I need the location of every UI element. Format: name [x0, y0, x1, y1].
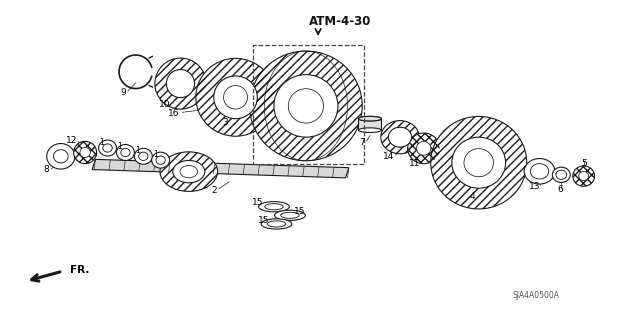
- Text: 16: 16: [168, 109, 180, 118]
- Ellipse shape: [116, 145, 134, 160]
- Ellipse shape: [80, 147, 90, 158]
- Ellipse shape: [524, 159, 555, 184]
- Ellipse shape: [160, 152, 218, 191]
- Ellipse shape: [74, 141, 97, 164]
- Ellipse shape: [275, 210, 305, 220]
- Text: 11: 11: [409, 159, 420, 168]
- Ellipse shape: [431, 116, 527, 209]
- Ellipse shape: [196, 58, 275, 136]
- Text: 6: 6: [558, 185, 563, 194]
- Ellipse shape: [214, 76, 257, 119]
- Ellipse shape: [223, 85, 248, 109]
- Ellipse shape: [265, 204, 283, 210]
- Text: 1: 1: [117, 142, 122, 151]
- Text: 1: 1: [153, 150, 158, 159]
- Ellipse shape: [268, 221, 285, 227]
- Ellipse shape: [531, 164, 548, 179]
- Ellipse shape: [381, 121, 419, 154]
- Ellipse shape: [274, 75, 338, 137]
- Ellipse shape: [358, 116, 381, 121]
- Text: FR.: FR.: [70, 264, 90, 275]
- Text: 9: 9: [121, 88, 126, 97]
- Text: 15: 15: [258, 216, 269, 225]
- Ellipse shape: [99, 140, 116, 156]
- Ellipse shape: [281, 212, 299, 219]
- Text: 14: 14: [383, 152, 395, 161]
- Ellipse shape: [259, 202, 289, 212]
- Polygon shape: [358, 119, 381, 130]
- Ellipse shape: [166, 70, 195, 98]
- Text: 3: 3: [223, 118, 228, 127]
- Ellipse shape: [358, 128, 381, 132]
- Text: 8: 8: [44, 165, 49, 174]
- Ellipse shape: [54, 150, 68, 163]
- Text: 1: 1: [99, 138, 104, 147]
- Ellipse shape: [155, 58, 206, 109]
- Ellipse shape: [152, 152, 170, 168]
- Text: 15: 15: [252, 198, 263, 207]
- Text: 2: 2: [212, 186, 217, 195]
- Ellipse shape: [261, 219, 292, 229]
- Text: ATM-4-30: ATM-4-30: [309, 15, 372, 28]
- Ellipse shape: [250, 51, 362, 161]
- Text: 13: 13: [529, 182, 540, 191]
- Text: 7: 7: [359, 138, 364, 147]
- Ellipse shape: [388, 127, 412, 147]
- Ellipse shape: [173, 160, 205, 183]
- Ellipse shape: [139, 152, 148, 160]
- Ellipse shape: [358, 116, 381, 121]
- Ellipse shape: [408, 133, 440, 164]
- Polygon shape: [92, 160, 349, 178]
- Ellipse shape: [464, 149, 493, 177]
- Ellipse shape: [388, 127, 412, 147]
- Text: 4: 4: [470, 192, 475, 201]
- Ellipse shape: [156, 156, 165, 164]
- Text: 1: 1: [135, 146, 140, 155]
- Ellipse shape: [134, 148, 152, 164]
- Ellipse shape: [452, 137, 506, 188]
- Ellipse shape: [556, 170, 566, 179]
- Text: 10: 10: [159, 100, 171, 109]
- Text: 12: 12: [66, 137, 77, 145]
- Text: 5: 5: [581, 159, 586, 168]
- Ellipse shape: [288, 89, 323, 123]
- Ellipse shape: [121, 148, 130, 157]
- Ellipse shape: [573, 166, 595, 186]
- Text: SJA4A0500A: SJA4A0500A: [513, 291, 560, 300]
- Ellipse shape: [47, 144, 75, 169]
- Ellipse shape: [103, 144, 112, 152]
- Ellipse shape: [552, 167, 570, 182]
- Text: 15: 15: [294, 207, 305, 216]
- Ellipse shape: [417, 141, 431, 155]
- Ellipse shape: [180, 166, 198, 178]
- Ellipse shape: [579, 172, 589, 181]
